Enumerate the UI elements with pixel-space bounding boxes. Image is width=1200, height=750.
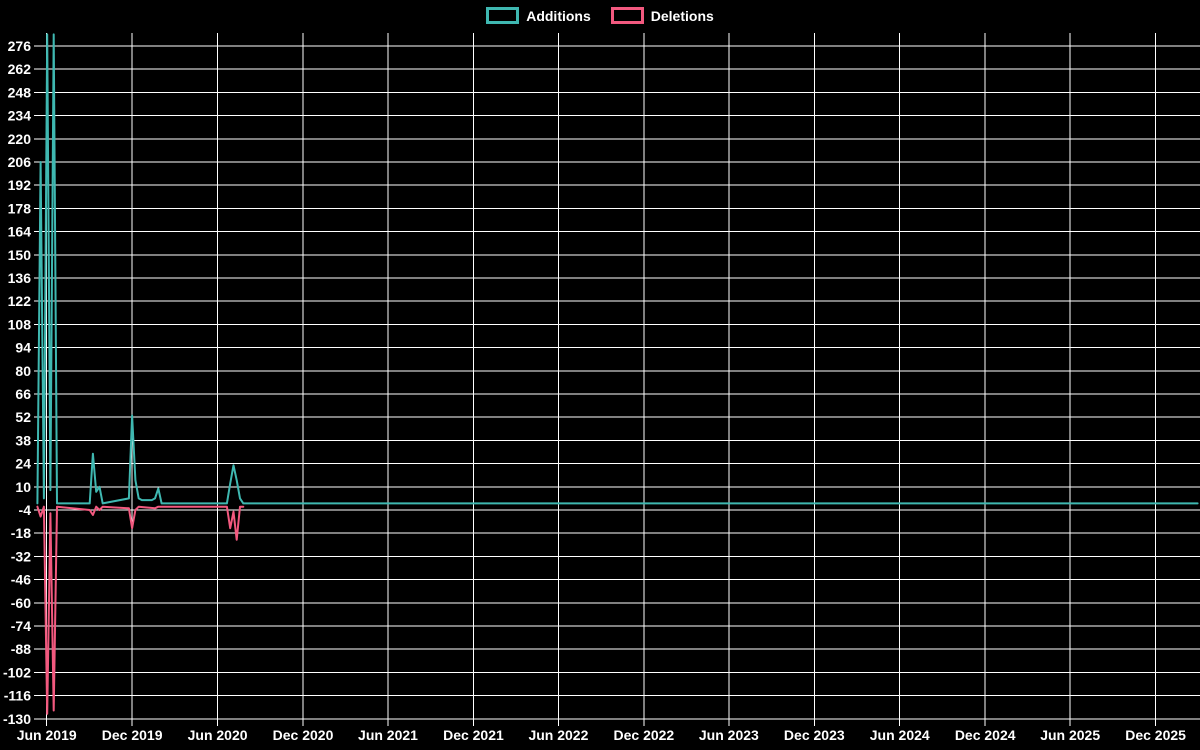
x-tick-label: Dec 2020 [273, 727, 334, 743]
y-tick-label: 122 [8, 293, 32, 309]
x-tick-label: Dec 2023 [784, 727, 845, 743]
y-tick-label: -74 [11, 618, 31, 634]
y-tick-label: 206 [8, 154, 32, 170]
x-tick-label: Dec 2025 [1125, 727, 1186, 743]
legend-label-deletions: Deletions [650, 7, 714, 24]
y-tick-label: -130 [3, 711, 31, 727]
y-tick-label: -4 [19, 502, 32, 518]
y-tick-label: 136 [8, 270, 32, 286]
y-tick-label: 10 [15, 479, 31, 495]
legend-item-additions[interactable]: Additions [486, 7, 591, 24]
x-tick-label: Jun 2023 [699, 727, 759, 743]
x-tick-label: Dec 2022 [614, 727, 675, 743]
y-tick-label: -46 [11, 572, 31, 588]
y-tick-label: 66 [15, 386, 31, 402]
x-tick-label: Jun 2021 [358, 727, 418, 743]
x-tick-label: Jun 2025 [1040, 727, 1100, 743]
x-tick-label: Jun 2024 [870, 727, 930, 743]
y-tick-label: 220 [8, 131, 32, 147]
x-tick-label: Dec 2021 [443, 727, 504, 743]
y-tick-label: 192 [8, 177, 32, 193]
legend-swatch [486, 7, 520, 24]
y-tick-label: -32 [11, 548, 31, 564]
y-tick-label: 234 [8, 108, 32, 124]
y-tick-label: -102 [3, 664, 31, 680]
y-tick-label: 248 [8, 84, 32, 100]
x-tick-label: Dec 2024 [955, 727, 1016, 743]
gridlines [34, 33, 1200, 726]
legend-item-deletions[interactable]: Deletions [610, 7, 714, 24]
legend: Additions Deletions [0, 7, 1200, 24]
x-tick-label: Jun 2020 [188, 727, 248, 743]
x-tick-label: Dec 2019 [102, 727, 163, 743]
axis-labels: 276 262 248 234 220 206 192 178 164 150 136 122 108 9… [3, 38, 1186, 743]
y-tick-label: -60 [11, 595, 31, 611]
y-tick-label: 94 [15, 340, 31, 356]
y-tick-label: -88 [11, 641, 31, 657]
y-tick-label: 52 [15, 409, 31, 425]
y-tick-label: 150 [8, 247, 32, 263]
y-tick-label: 80 [15, 363, 31, 379]
y-tick-label: 262 [8, 61, 32, 77]
legend-label-additions: Additions [526, 7, 591, 24]
y-tick-label: -18 [11, 525, 31, 541]
y-tick-label: -116 [4, 688, 31, 704]
legend-swatch [610, 7, 644, 24]
y-tick-label: 38 [15, 432, 31, 448]
y-tick-label: 178 [8, 200, 32, 216]
x-tick-label: Jun 2019 [17, 727, 77, 743]
y-tick-label: 276 [8, 38, 32, 54]
y-tick-label: 108 [8, 316, 32, 332]
y-tick-label: 24 [15, 456, 31, 472]
y-tick-label: 164 [8, 224, 32, 240]
additions-line [36, 33, 1199, 505]
deletions-line [36, 505, 245, 715]
x-tick-label: Jun 2022 [528, 727, 588, 743]
